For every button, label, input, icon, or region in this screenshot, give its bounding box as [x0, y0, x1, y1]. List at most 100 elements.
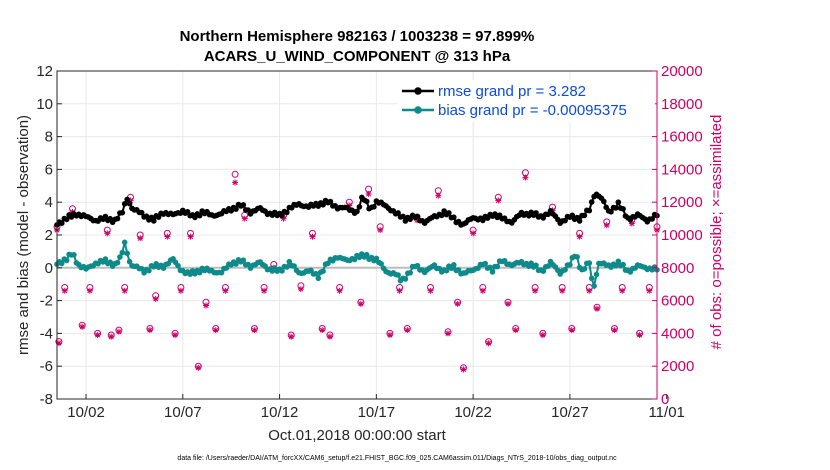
obs-assimilated-point — [460, 366, 467, 373]
x-tick-label: 10/22 — [454, 404, 492, 421]
y-tick-label: 10 — [36, 96, 53, 113]
bias-point — [533, 262, 539, 269]
bias-point — [71, 252, 77, 258]
bias-point — [240, 257, 247, 264]
right-y-tick-label: 18000 — [661, 96, 703, 113]
obs-assimilated-point — [470, 230, 477, 237]
rmse-point — [124, 196, 130, 203]
obs-assimilated-point — [386, 332, 393, 339]
bias-point — [320, 268, 326, 275]
bias-point — [494, 263, 501, 270]
y-tick-label: 6 — [45, 161, 53, 178]
rmse-point — [59, 220, 65, 226]
y-tick-label: 0 — [45, 260, 53, 277]
y-tick-label: 2 — [45, 227, 53, 244]
x-tick-label: 10/17 — [358, 404, 396, 421]
rmse-series — [54, 191, 660, 228]
obs-assimilated-point — [108, 333, 115, 340]
obs-assimilated-point — [377, 227, 384, 234]
right-y-tick-label: 8000 — [661, 260, 694, 277]
bias-point — [119, 249, 126, 256]
y-tick-label: -2 — [40, 293, 53, 310]
rmse-point — [284, 209, 290, 216]
obs-assimilated-point — [365, 191, 372, 197]
obs-assimilated-point — [559, 287, 566, 294]
legend-rmse-label: rmse grand pr = 3.282 — [438, 83, 586, 100]
obs-possible-point — [231, 170, 239, 178]
obs-assimilated-point — [427, 287, 434, 294]
rmse-point — [533, 210, 539, 216]
bias-point — [615, 258, 622, 265]
bias-point — [443, 267, 450, 274]
x-tick-label: 10/07 — [164, 404, 202, 421]
rmse-point — [615, 199, 622, 205]
obs-assimilated-point — [454, 300, 461, 307]
bias-point — [402, 276, 409, 282]
legend-rmse-marker — [402, 87, 434, 95]
x-axis-label: Oct.01,2018 00:00:00 start — [268, 427, 446, 444]
rmse-point — [400, 213, 406, 220]
obs-assimilated-point — [261, 287, 268, 294]
bias-point — [482, 260, 489, 267]
bias-point — [138, 265, 145, 272]
obs-assimilated-point — [594, 305, 600, 312]
bias-point — [117, 254, 123, 260]
obs-assimilated-point — [104, 230, 111, 237]
bias-point — [63, 257, 70, 264]
right-y-tick-label: 12000 — [661, 194, 703, 211]
obs-assimilated-point — [539, 332, 546, 339]
y-tick-label: 12 — [36, 63, 53, 80]
right-y-tick-label: 14000 — [661, 161, 703, 178]
obs-assimilated-point — [485, 340, 492, 347]
rmse-point — [446, 210, 452, 216]
rmse-point — [126, 200, 133, 207]
bias-point — [59, 260, 65, 267]
bias-point — [545, 263, 551, 269]
bias-point — [407, 270, 414, 276]
rmse-point — [588, 199, 595, 205]
axes: 10/02 10/07 10/12 10/17 10/22 10/27 11/01 -8 -6 -… — [36, 63, 702, 421]
bias-point — [414, 262, 421, 269]
bias-point — [175, 262, 181, 269]
obs-assimilated-point — [336, 287, 343, 294]
obs-assimilated-point — [568, 327, 575, 334]
obs-assimilated-point — [177, 287, 184, 294]
obs-assimilated-point — [187, 233, 194, 240]
obs-assimilated-point — [79, 323, 86, 330]
rmse-point — [363, 198, 370, 205]
y-tick-label: 8 — [45, 129, 53, 146]
legend-bias-marker — [402, 106, 434, 114]
obs-assimilated-point — [115, 328, 122, 335]
chart-title: Northern Hemisphere 982163 / 1003238 = 9… — [180, 28, 535, 45]
bias-point — [233, 261, 239, 267]
right-y-tick-label: 16000 — [661, 129, 703, 146]
obs-assimilated-point — [288, 333, 295, 340]
obs-assimilated-point — [94, 332, 101, 339]
obs-assimilated-point — [137, 235, 144, 242]
rmse-point — [138, 209, 145, 216]
rmse-point — [613, 205, 619, 211]
rmse-point — [121, 201, 128, 207]
obs-assimilated-point — [146, 327, 153, 334]
right-y-axis-label: # of obs: o=possible; ×=assimilated — [708, 115, 725, 350]
obs-assimilated-point — [195, 364, 202, 371]
right-y-tick-label: 10000 — [661, 227, 703, 244]
bias-point — [489, 269, 496, 275]
bias-point — [313, 270, 319, 277]
rmse-point — [608, 209, 614, 215]
obs-assimilated-point — [532, 287, 539, 294]
obs-assimilated-point — [522, 174, 529, 181]
bias-point — [591, 283, 597, 289]
rmse-point — [354, 208, 360, 215]
bias-point — [114, 259, 121, 266]
obs-assimilated-point — [357, 300, 364, 307]
bias-point — [124, 250, 130, 257]
obs-assimilated-point — [251, 327, 258, 334]
obs-assimilated-point — [404, 327, 411, 334]
bias-point — [315, 275, 322, 282]
rmse-point — [576, 218, 583, 224]
rmse-point — [586, 207, 593, 214]
obs-assimilated-point — [435, 192, 442, 199]
legend: rmse grand pr = 3.282 bias grand pr = -0… — [398, 80, 655, 122]
y-tick-label: 4 — [45, 194, 53, 211]
